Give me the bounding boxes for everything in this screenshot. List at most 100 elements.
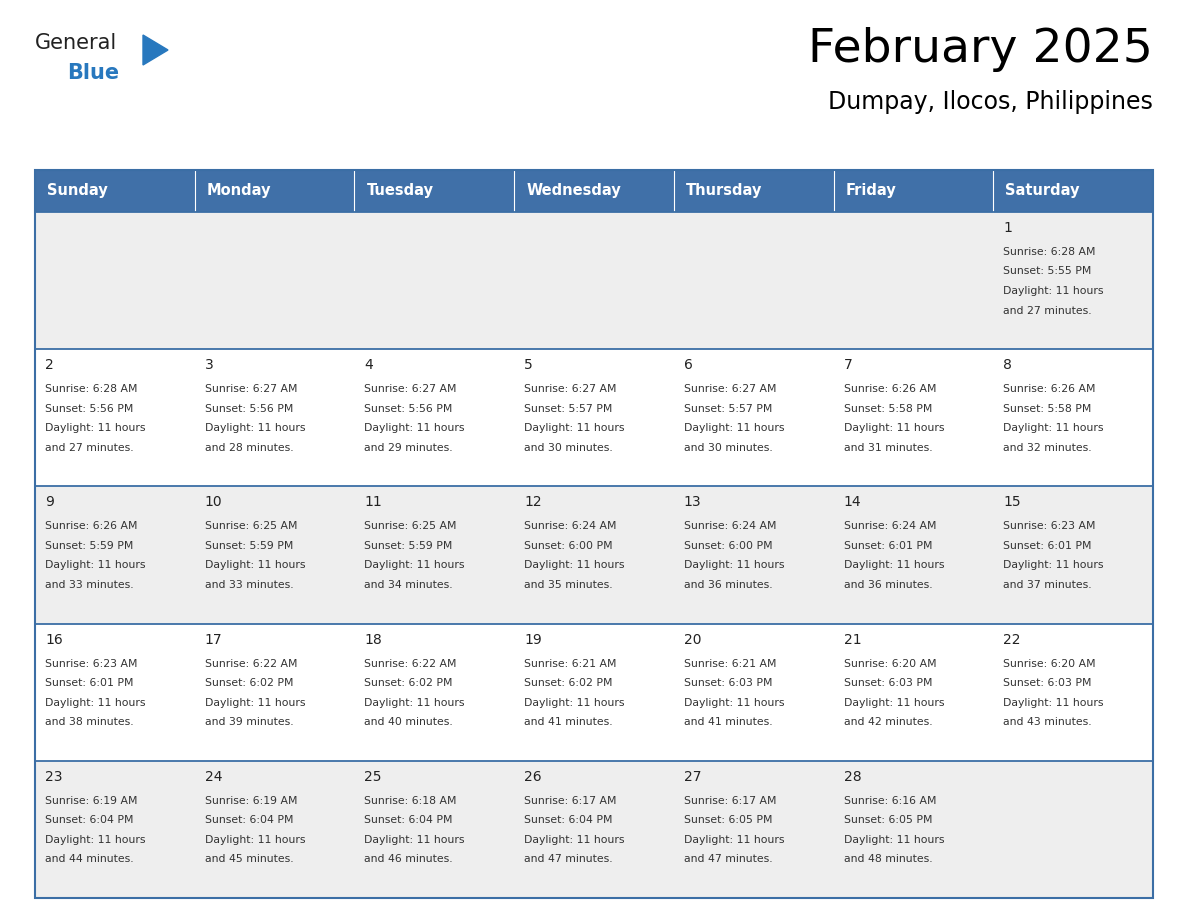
Text: and 29 minutes.: and 29 minutes. — [365, 442, 453, 453]
Text: Sunrise: 6:25 AM: Sunrise: 6:25 AM — [365, 521, 457, 532]
Bar — [34, 212, 1154, 349]
Text: Daylight: 11 hours: Daylight: 11 hours — [365, 698, 465, 708]
Text: Daylight: 11 hours: Daylight: 11 hours — [843, 423, 944, 433]
Text: Sunrise: 6:18 AM: Sunrise: 6:18 AM — [365, 796, 457, 806]
Text: Sunrise: 6:26 AM: Sunrise: 6:26 AM — [45, 521, 138, 532]
Text: Daylight: 11 hours: Daylight: 11 hours — [684, 423, 784, 433]
Text: 3: 3 — [204, 358, 214, 372]
Text: Sunrise: 6:21 AM: Sunrise: 6:21 AM — [524, 658, 617, 668]
Text: Sunset: 6:03 PM: Sunset: 6:03 PM — [1004, 678, 1092, 688]
Text: Blue: Blue — [67, 63, 119, 83]
Text: Sunrise: 6:25 AM: Sunrise: 6:25 AM — [204, 521, 297, 532]
Text: Daylight: 11 hours: Daylight: 11 hours — [684, 560, 784, 570]
Text: and 40 minutes.: and 40 minutes. — [365, 717, 453, 727]
Text: Sunrise: 6:27 AM: Sunrise: 6:27 AM — [365, 385, 457, 394]
Text: 19: 19 — [524, 633, 542, 646]
Text: Daylight: 11 hours: Daylight: 11 hours — [524, 423, 625, 433]
Text: 16: 16 — [45, 633, 63, 646]
Text: Sunrise: 6:20 AM: Sunrise: 6:20 AM — [1004, 658, 1095, 668]
Text: and 33 minutes.: and 33 minutes. — [45, 580, 133, 590]
Text: Daylight: 11 hours: Daylight: 11 hours — [684, 698, 784, 708]
Text: 1: 1 — [1004, 221, 1012, 235]
Bar — [34, 623, 1154, 761]
Text: Daylight: 11 hours: Daylight: 11 hours — [524, 834, 625, 845]
Text: Daylight: 11 hours: Daylight: 11 hours — [1004, 698, 1104, 708]
Text: Sunrise: 6:26 AM: Sunrise: 6:26 AM — [1004, 385, 1095, 394]
Text: Sunset: 5:57 PM: Sunset: 5:57 PM — [524, 404, 613, 414]
Text: and 36 minutes.: and 36 minutes. — [684, 580, 772, 590]
Text: 10: 10 — [204, 496, 222, 509]
Text: Sunday: Sunday — [48, 184, 108, 198]
Text: and 45 minutes.: and 45 minutes. — [204, 855, 293, 865]
Text: 21: 21 — [843, 633, 861, 646]
Text: Sunset: 6:02 PM: Sunset: 6:02 PM — [524, 678, 613, 688]
Bar — [514, 170, 674, 212]
Text: Sunrise: 6:22 AM: Sunrise: 6:22 AM — [204, 658, 297, 668]
Text: Sunrise: 6:28 AM: Sunrise: 6:28 AM — [45, 385, 138, 394]
Text: Sunrise: 6:27 AM: Sunrise: 6:27 AM — [524, 385, 617, 394]
Text: Daylight: 11 hours: Daylight: 11 hours — [365, 423, 465, 433]
Text: Sunrise: 6:27 AM: Sunrise: 6:27 AM — [204, 385, 297, 394]
Text: Sunset: 6:00 PM: Sunset: 6:00 PM — [524, 541, 613, 551]
Text: 26: 26 — [524, 770, 542, 784]
Bar — [34, 349, 1154, 487]
Text: 5: 5 — [524, 358, 533, 372]
Text: Sunset: 5:57 PM: Sunset: 5:57 PM — [684, 404, 772, 414]
Text: Saturday: Saturday — [1005, 184, 1080, 198]
Text: and 46 minutes.: and 46 minutes. — [365, 855, 453, 865]
Text: Wednesday: Wednesday — [526, 184, 621, 198]
Text: and 41 minutes.: and 41 minutes. — [524, 717, 613, 727]
Bar — [195, 170, 354, 212]
Text: Thursday: Thursday — [685, 184, 763, 198]
Text: 2: 2 — [45, 358, 53, 372]
Text: 20: 20 — [684, 633, 701, 646]
Text: and 47 minutes.: and 47 minutes. — [684, 855, 772, 865]
Text: 6: 6 — [684, 358, 693, 372]
Text: and 28 minutes.: and 28 minutes. — [204, 442, 293, 453]
Text: and 36 minutes.: and 36 minutes. — [843, 580, 933, 590]
Text: Sunrise: 6:22 AM: Sunrise: 6:22 AM — [365, 658, 457, 668]
Text: and 32 minutes.: and 32 minutes. — [1004, 442, 1092, 453]
Text: Monday: Monday — [207, 184, 271, 198]
Bar — [34, 761, 1154, 898]
Text: and 39 minutes.: and 39 minutes. — [204, 717, 293, 727]
Text: Sunset: 5:58 PM: Sunset: 5:58 PM — [1004, 404, 1092, 414]
Text: 25: 25 — [365, 770, 381, 784]
Text: Sunset: 5:55 PM: Sunset: 5:55 PM — [1004, 266, 1092, 276]
Text: and 47 minutes.: and 47 minutes. — [524, 855, 613, 865]
Text: Daylight: 11 hours: Daylight: 11 hours — [1004, 286, 1104, 296]
Text: Sunrise: 6:23 AM: Sunrise: 6:23 AM — [45, 658, 138, 668]
Text: and 38 minutes.: and 38 minutes. — [45, 717, 133, 727]
Text: Sunrise: 6:21 AM: Sunrise: 6:21 AM — [684, 658, 776, 668]
Text: Sunrise: 6:24 AM: Sunrise: 6:24 AM — [684, 521, 776, 532]
Text: Daylight: 11 hours: Daylight: 11 hours — [365, 560, 465, 570]
Text: and 41 minutes.: and 41 minutes. — [684, 717, 772, 727]
Text: and 35 minutes.: and 35 minutes. — [524, 580, 613, 590]
Text: 4: 4 — [365, 358, 373, 372]
Text: 24: 24 — [204, 770, 222, 784]
Text: Daylight: 11 hours: Daylight: 11 hours — [45, 560, 145, 570]
Text: Sunrise: 6:24 AM: Sunrise: 6:24 AM — [843, 521, 936, 532]
Text: 23: 23 — [45, 770, 63, 784]
Text: Daylight: 11 hours: Daylight: 11 hours — [843, 834, 944, 845]
Text: Sunrise: 6:17 AM: Sunrise: 6:17 AM — [524, 796, 617, 806]
Text: and 33 minutes.: and 33 minutes. — [204, 580, 293, 590]
Bar — [834, 170, 993, 212]
Text: Daylight: 11 hours: Daylight: 11 hours — [1004, 560, 1104, 570]
Text: Sunset: 6:01 PM: Sunset: 6:01 PM — [45, 678, 133, 688]
Text: Sunrise: 6:28 AM: Sunrise: 6:28 AM — [1004, 247, 1095, 257]
Bar — [993, 170, 1154, 212]
Text: February 2025: February 2025 — [808, 27, 1154, 72]
Text: and 37 minutes.: and 37 minutes. — [1004, 580, 1092, 590]
Polygon shape — [143, 35, 168, 65]
Text: and 27 minutes.: and 27 minutes. — [45, 442, 133, 453]
Bar — [34, 170, 1154, 898]
Text: Sunset: 5:56 PM: Sunset: 5:56 PM — [365, 404, 453, 414]
Bar — [674, 170, 834, 212]
Text: Sunrise: 6:17 AM: Sunrise: 6:17 AM — [684, 796, 776, 806]
Text: Sunset: 6:04 PM: Sunset: 6:04 PM — [204, 815, 293, 825]
Text: Daylight: 11 hours: Daylight: 11 hours — [45, 423, 145, 433]
Text: Dumpay, Ilocos, Philippines: Dumpay, Ilocos, Philippines — [828, 90, 1154, 114]
Bar — [354, 170, 514, 212]
Text: 22: 22 — [1004, 633, 1020, 646]
